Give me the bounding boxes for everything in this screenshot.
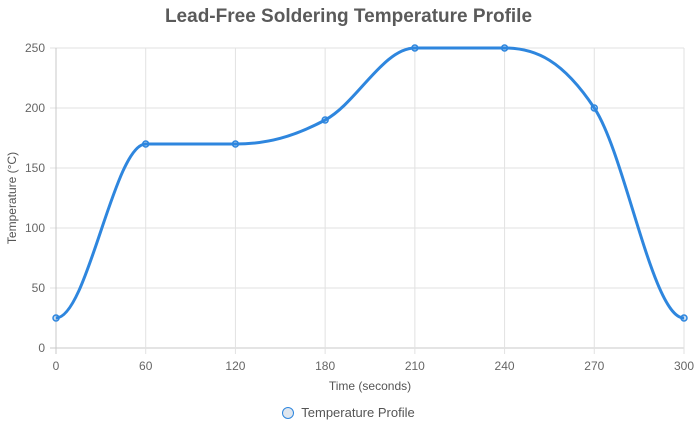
x-tick-label: 120 [225, 359, 245, 373]
y-axis-title: Temperature (°C) [5, 152, 19, 244]
y-tick-label: 150 [25, 161, 45, 175]
x-tick-label: 180 [315, 359, 335, 373]
x-tick-label: 60 [139, 359, 153, 373]
legend[interactable]: Temperature Profile [0, 405, 697, 420]
data-point[interactable] [500, 44, 509, 52]
series-line [55, 46, 685, 320]
x-tick-label: 210 [405, 359, 425, 373]
x-axis-title: Time (seconds) [329, 379, 411, 393]
data-point[interactable] [590, 104, 599, 112]
y-tick-label: 0 [38, 341, 45, 355]
y-tick-label: 100 [25, 221, 45, 235]
y-tick-label: 50 [32, 281, 46, 295]
x-tick-label: 270 [584, 359, 604, 373]
data-point[interactable] [52, 314, 60, 322]
data-point[interactable] [231, 140, 240, 148]
x-tick-label: 0 [53, 359, 60, 373]
legend-swatch-icon [282, 407, 295, 419]
x-tick-label: 300 [674, 359, 694, 373]
data-point[interactable] [321, 116, 329, 124]
data-point[interactable] [411, 44, 419, 52]
y-tick-label: 250 [25, 41, 45, 55]
chart-title: Lead-Free Soldering Temperature Profile [164, 6, 533, 27]
data-point[interactable] [680, 314, 688, 322]
legend-label: Temperature Profile [301, 405, 415, 420]
y-tick-label: 200 [25, 101, 45, 115]
data-point[interactable] [141, 140, 150, 148]
x-tick-label: 240 [495, 359, 515, 373]
